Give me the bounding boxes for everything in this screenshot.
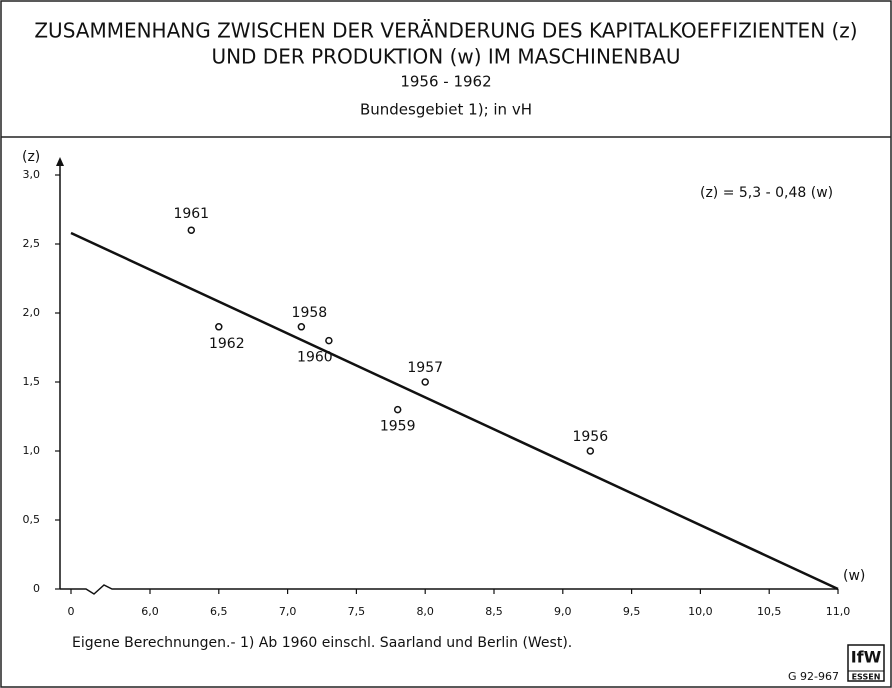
point [393, 405, 402, 414]
point-label: 1958 [292, 305, 328, 321]
y-tick-label: 2,0 [23, 306, 41, 319]
point-label: 1961 [173, 206, 209, 222]
subtitle: 1956 - 1962 [400, 73, 491, 91]
y-tick-label: 1,0 [23, 444, 41, 457]
subtitle: Bundesgebiet 1); in vH [360, 101, 532, 119]
point-label: 1960 [297, 350, 333, 366]
equation: (z) = 5,3 - 0,48 (w) [700, 185, 833, 201]
footnote: Eigene Berechnungen.- 1) Ab 1960 einschl… [72, 635, 572, 651]
x-tick-label: 0 [68, 605, 75, 618]
x-tick-label: 6,0 [141, 605, 159, 618]
chart-title: UND DER PRODUKTION (w) IM MASCHINENBAU [211, 45, 680, 69]
x-tick-label: 9,0 [554, 605, 572, 618]
y-tick-label: 2,5 [23, 237, 41, 250]
point-label: 1956 [572, 429, 608, 445]
point-label: 1957 [407, 360, 443, 376]
x-tick-label: 6,5 [210, 605, 228, 618]
y-axis-label: (z) [22, 149, 40, 165]
x-tick-label: 8,0 [416, 605, 434, 618]
logo-box [847, 644, 885, 682]
chart-title: ZUSAMMENHANG ZWISCHEN DER VERÄNDERUNG DE… [34, 19, 857, 43]
point [187, 226, 196, 234]
x-axis-label: (w) [843, 568, 865, 584]
x-tick-label: 8,5 [485, 605, 503, 618]
point [586, 447, 595, 455]
y-tick-label: 0,5 [23, 513, 41, 526]
point-label: 1962 [209, 336, 245, 352]
code: G 92-967 [788, 670, 839, 683]
x-tick-label: 7,5 [348, 605, 366, 618]
fit-line [70, 231, 839, 591]
y-tick-label: 1,5 [23, 375, 41, 388]
x-tick-label: 9,5 [623, 605, 641, 618]
logo-sub: ESSEN [852, 673, 881, 682]
x-tick-label: 10,0 [688, 605, 713, 618]
point [325, 336, 333, 345]
point [421, 378, 429, 386]
x-axis [60, 584, 838, 595]
y-axis-arrow [56, 157, 64, 166]
point-label: 1959 [380, 419, 416, 435]
x-tick-label: 7,0 [279, 605, 297, 618]
x-tick-label: 10,5 [757, 605, 782, 618]
point [297, 323, 306, 331]
y-tick-label: 3,0 [23, 168, 41, 181]
y-tick-label: 0 [33, 582, 40, 595]
x-tick-label: 11,0 [826, 605, 851, 618]
logo: IfW [851, 648, 882, 667]
point [215, 323, 223, 331]
